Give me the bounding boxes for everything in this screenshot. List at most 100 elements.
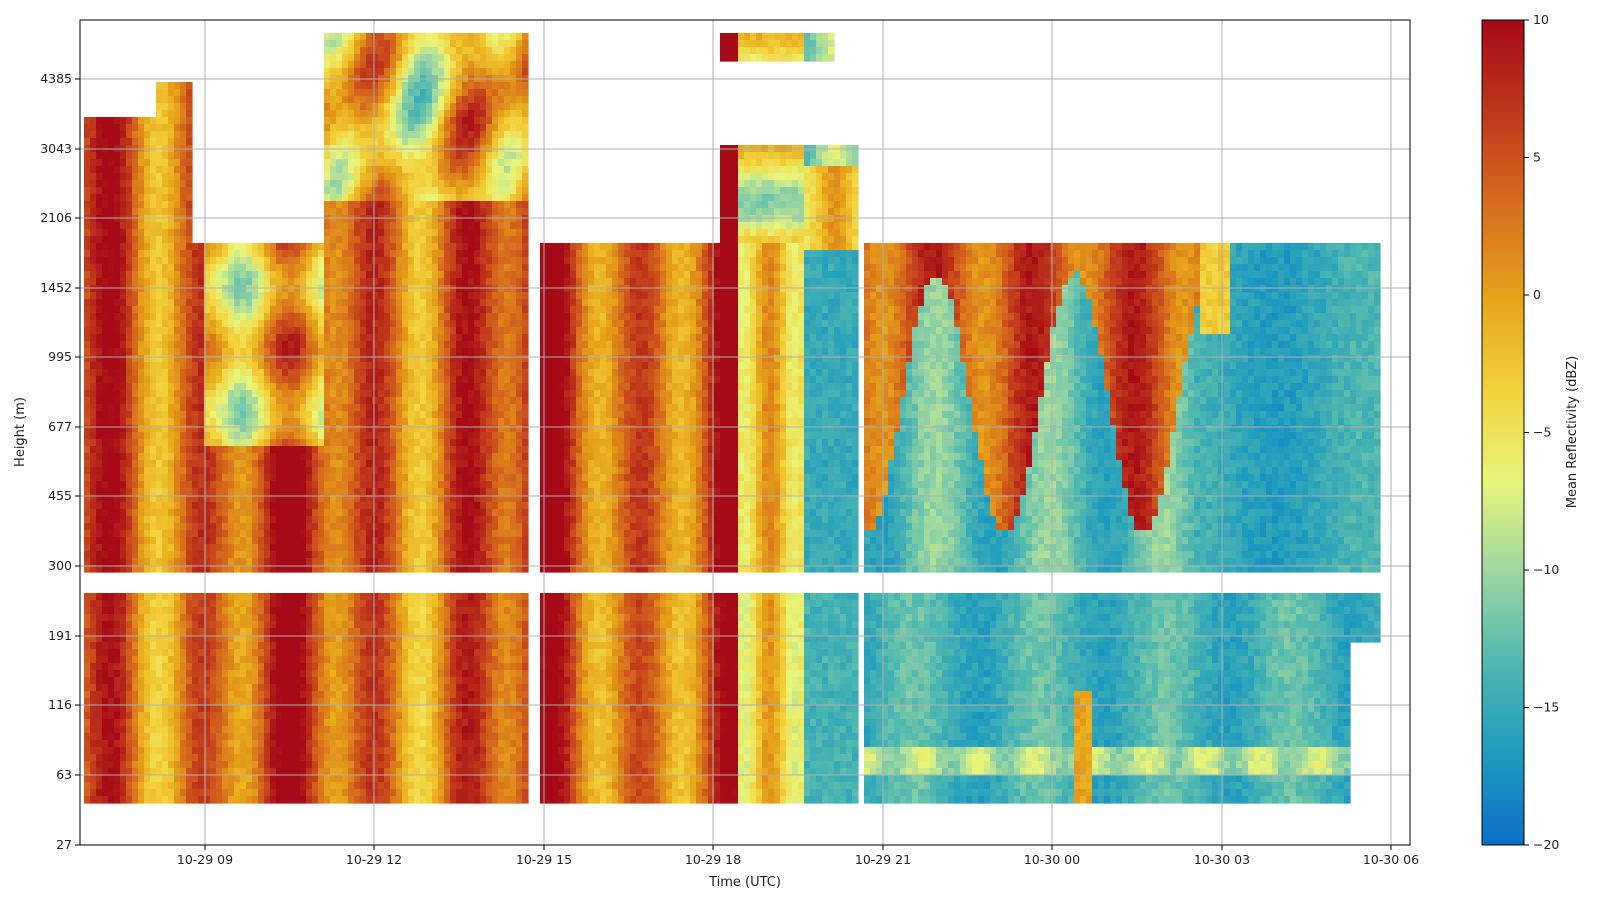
heatmap-cell — [120, 775, 127, 783]
heatmap-cell — [396, 215, 403, 223]
heatmap-cell — [138, 719, 145, 727]
heatmap-cell — [192, 376, 199, 384]
heatmap-cell — [114, 691, 121, 699]
heatmap-cell — [384, 390, 391, 398]
heatmap-cell — [156, 523, 163, 531]
heatmap-cell — [324, 152, 331, 160]
heatmap-cell — [120, 124, 127, 132]
heatmap-cell — [198, 362, 205, 370]
heatmap-cell — [114, 432, 121, 440]
heatmap-cell — [330, 789, 337, 797]
heatmap-cell — [246, 509, 253, 517]
heatmap-cell — [192, 320, 199, 328]
heatmap-cell — [84, 222, 91, 230]
heatmap-cell — [126, 131, 133, 139]
heatmap-cell — [390, 250, 397, 258]
heatmap-cell — [162, 173, 169, 181]
heatmap-cell — [246, 768, 253, 776]
heatmap-cell — [168, 285, 175, 293]
heatmap-cell — [198, 712, 205, 720]
heatmap-cell — [372, 782, 379, 790]
heatmap-cell — [330, 250, 337, 258]
heatmap-cell — [150, 453, 157, 461]
heatmap-cell — [258, 376, 265, 384]
heatmap-cell — [234, 712, 241, 720]
heatmap-cell — [168, 131, 175, 139]
heatmap-cell — [210, 621, 217, 629]
heatmap-cell — [402, 509, 409, 517]
heatmap-cell — [264, 250, 271, 258]
heatmap-cell — [318, 768, 325, 776]
heatmap-cell — [258, 446, 265, 454]
heatmap-cell — [378, 768, 385, 776]
heatmap-cell — [408, 110, 415, 118]
heatmap-cell — [342, 397, 349, 405]
heatmap-cell — [204, 467, 211, 475]
heatmap-cell — [234, 299, 241, 307]
heatmap-cell — [366, 705, 373, 713]
heatmap-cell — [156, 404, 163, 412]
heatmap-cell — [300, 292, 307, 300]
heatmap-cell — [198, 299, 205, 307]
heatmap-cell — [348, 320, 355, 328]
heatmap-cell — [402, 180, 409, 188]
heatmap-cell — [96, 390, 103, 398]
heatmap-cell — [264, 488, 271, 496]
heatmap-cell — [252, 292, 259, 300]
heatmap-cell — [378, 740, 385, 748]
heatmap-cell — [150, 551, 157, 559]
heatmap-cell — [366, 159, 373, 167]
heatmap-cell — [108, 523, 115, 531]
heatmap-cell — [228, 677, 235, 685]
heatmap-cell — [222, 733, 229, 741]
heatmap-cell — [162, 271, 169, 279]
heatmap-cell — [108, 320, 115, 328]
heatmap-cell — [330, 411, 337, 419]
heatmap-cell — [390, 726, 397, 734]
heatmap-cell — [108, 789, 115, 797]
heatmap-cell — [246, 684, 253, 692]
heatmap-cell — [402, 789, 409, 797]
heatmap-cell — [90, 789, 97, 797]
heatmap-cell — [96, 383, 103, 391]
heatmap-cell — [204, 425, 211, 433]
heatmap-cell — [108, 376, 115, 384]
heatmap-cell — [228, 306, 235, 314]
heatmap-cell — [258, 642, 265, 650]
heatmap-cell — [372, 656, 379, 664]
heatmap-cell — [150, 369, 157, 377]
heatmap-cell — [282, 740, 289, 748]
heatmap-cell — [222, 383, 229, 391]
heatmap-cell — [228, 334, 235, 342]
heatmap-cell — [168, 208, 175, 216]
heatmap-cell — [198, 383, 205, 391]
heatmap-cell — [396, 411, 403, 419]
heatmap-cell — [264, 712, 271, 720]
heatmap-cell — [378, 418, 385, 426]
heatmap-cell — [402, 523, 409, 531]
heatmap-cell — [120, 215, 127, 223]
heatmap-cell — [144, 201, 151, 209]
heatmap-cell — [354, 222, 361, 230]
heatmap-cell — [174, 320, 181, 328]
heatmap-cell — [138, 187, 145, 195]
heatmap-cell — [132, 215, 139, 223]
heatmap-cell — [126, 516, 133, 524]
heatmap-cell — [354, 712, 361, 720]
heatmap-cell — [294, 775, 301, 783]
heatmap-cell — [336, 432, 343, 440]
heatmap-cell — [276, 460, 283, 468]
heatmap-cell — [324, 670, 331, 678]
heatmap-cell — [342, 89, 349, 97]
heatmap-cell — [336, 250, 343, 258]
heatmap-cell — [264, 642, 271, 650]
heatmap-cell — [342, 635, 349, 643]
heatmap-cell — [180, 369, 187, 377]
heatmap-cell — [144, 257, 151, 265]
heatmap-cell — [102, 432, 109, 440]
heatmap-cell — [174, 740, 181, 748]
heatmap-cell — [84, 362, 91, 370]
heatmap-cell — [216, 607, 223, 615]
heatmap-cell — [330, 68, 337, 76]
heatmap-cell — [240, 404, 247, 412]
